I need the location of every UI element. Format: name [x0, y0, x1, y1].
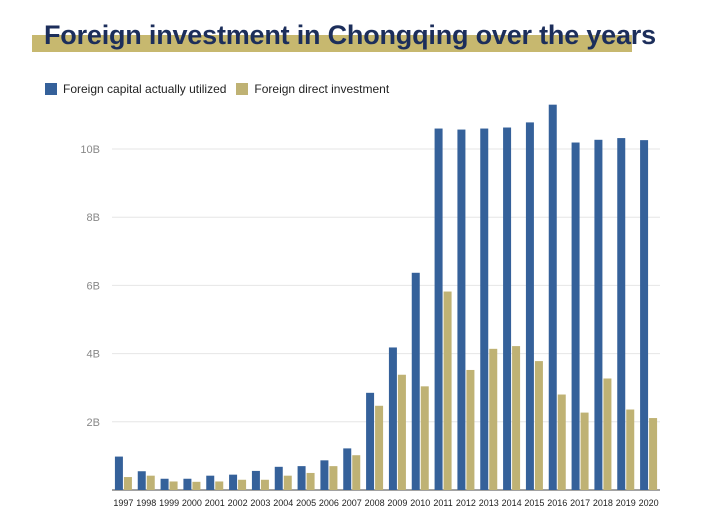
y-tick-label-6B: 6B [87, 280, 100, 292]
bar-direct-investment-2005 [306, 472, 315, 490]
bar-capital-utilized-2020 [640, 140, 649, 490]
x-tick-label-2013: 2013 [479, 498, 499, 508]
bar-capital-utilized-1999 [160, 478, 169, 490]
x-tick-label-2012: 2012 [456, 498, 476, 508]
y-tick-label-10B: 10B [80, 144, 100, 156]
legend-label-capital-utilized: Foreign capital actually utilized [63, 82, 227, 96]
bar-capital-utilized-2015 [525, 122, 534, 490]
bar-direct-investment-2016 [557, 394, 566, 490]
x-tick-label-2018: 2018 [593, 498, 613, 508]
legend-swatch-capital-utilized [45, 83, 57, 95]
y-tick-label-2B: 2B [87, 417, 100, 429]
bar-capital-utilized-2013 [480, 128, 489, 491]
y-tick-label-4B: 4B [87, 349, 100, 361]
legend-item-capital-utilized: Foreign capital actually utilized [45, 82, 226, 96]
bar-capital-utilized-2009 [388, 347, 397, 490]
bar-direct-investment-2002 [238, 479, 247, 490]
bar-capital-utilized-2014 [503, 127, 512, 490]
bar-direct-investment-2009 [397, 374, 406, 490]
bar-direct-investment-2001 [215, 481, 224, 490]
bar-direct-investment-2014 [512, 346, 521, 490]
bar-capital-utilized-2005 [297, 466, 306, 490]
legend-label-direct-investment: Foreign direct investment [254, 82, 390, 96]
x-tick-label-2000: 2000 [182, 498, 202, 508]
bar-direct-investment-1999 [169, 481, 178, 490]
x-tick-label-2015: 2015 [524, 498, 544, 508]
x-tick-label-2017: 2017 [570, 498, 590, 508]
x-tick-label-1998: 1998 [136, 498, 156, 508]
bar-direct-investment-2012 [466, 369, 475, 490]
bar-capital-utilized-2001 [206, 475, 215, 490]
bar-direct-investment-1997 [123, 477, 132, 490]
bar-capital-utilized-2010 [411, 272, 420, 490]
bar-capital-utilized-2004 [274, 466, 283, 490]
bar-direct-investment-2008 [375, 405, 384, 490]
bar-capital-utilized-2017 [571, 142, 580, 490]
legend-item-direct-investment: Foreign direct investment [236, 82, 389, 96]
x-tick-label-2001: 2001 [205, 498, 225, 508]
bar-direct-investment-2010 [420, 386, 429, 490]
bar-direct-investment-2006 [329, 466, 338, 490]
bar-direct-investment-2019 [626, 409, 635, 490]
bar-direct-investment-2017 [580, 412, 589, 490]
bar-direct-investment-2015 [534, 361, 543, 490]
bar-direct-investment-2003 [260, 479, 269, 490]
bar-direct-investment-1998 [146, 475, 155, 490]
bar-direct-investment-2020 [649, 418, 658, 490]
bar-direct-investment-2000 [192, 481, 201, 490]
bar-capital-utilized-2011 [434, 128, 443, 491]
bar-capital-utilized-2006 [320, 460, 329, 490]
bar-capital-utilized-2016 [548, 104, 557, 491]
bar-capital-utilized-2007 [343, 448, 352, 490]
bar-direct-investment-2004 [283, 475, 292, 490]
x-tick-label-2011: 2011 [433, 498, 452, 508]
x-tick-label-2003: 2003 [250, 498, 270, 508]
bar-capital-utilized-2000 [183, 478, 192, 490]
x-tick-label-2005: 2005 [296, 498, 316, 508]
x-tick-label-1997: 1997 [113, 498, 133, 508]
x-tick-label-1999: 1999 [159, 498, 179, 508]
x-tick-label-2014: 2014 [502, 498, 522, 508]
bar-capital-utilized-2008 [366, 392, 375, 490]
title-underline-bar [32, 35, 632, 52]
x-tick-label-2020: 2020 [639, 498, 659, 508]
bar-direct-investment-2013 [489, 348, 498, 490]
x-tick-label-2004: 2004 [273, 498, 293, 508]
x-tick-label-2009: 2009 [387, 498, 407, 508]
bar-capital-utilized-1998 [137, 471, 146, 490]
y-tick-label-8B: 8B [87, 212, 100, 224]
bar-capital-utilized-2002 [229, 474, 238, 490]
bar-capital-utilized-2018 [594, 139, 603, 490]
bar-capital-utilized-2019 [617, 138, 626, 490]
bar-direct-investment-2007 [352, 455, 361, 490]
bar-capital-utilized-2003 [251, 470, 260, 490]
legend-swatch-direct-investment [236, 83, 249, 95]
title-block: Foreign investment in Chongqing over the… [32, 18, 656, 58]
bar-capital-utilized-1997 [114, 456, 123, 490]
x-tick-label-2007: 2007 [342, 498, 362, 508]
bar-direct-investment-2011 [443, 291, 452, 490]
x-tick-label-2016: 2016 [547, 498, 567, 508]
legend: Foreign capital actually utilized Foreig… [45, 80, 399, 98]
chart-title: Foreign investment in Chongqing over the… [44, 20, 656, 50]
x-tick-label-2006: 2006 [319, 498, 339, 508]
x-tick-label-2008: 2008 [365, 498, 385, 508]
x-tick-label-2019: 2019 [616, 498, 636, 508]
x-tick-label-2002: 2002 [228, 498, 248, 508]
bar-direct-investment-2018 [603, 378, 612, 490]
x-tick-label-2010: 2010 [410, 498, 430, 508]
bar-capital-utilized-2012 [457, 129, 466, 491]
